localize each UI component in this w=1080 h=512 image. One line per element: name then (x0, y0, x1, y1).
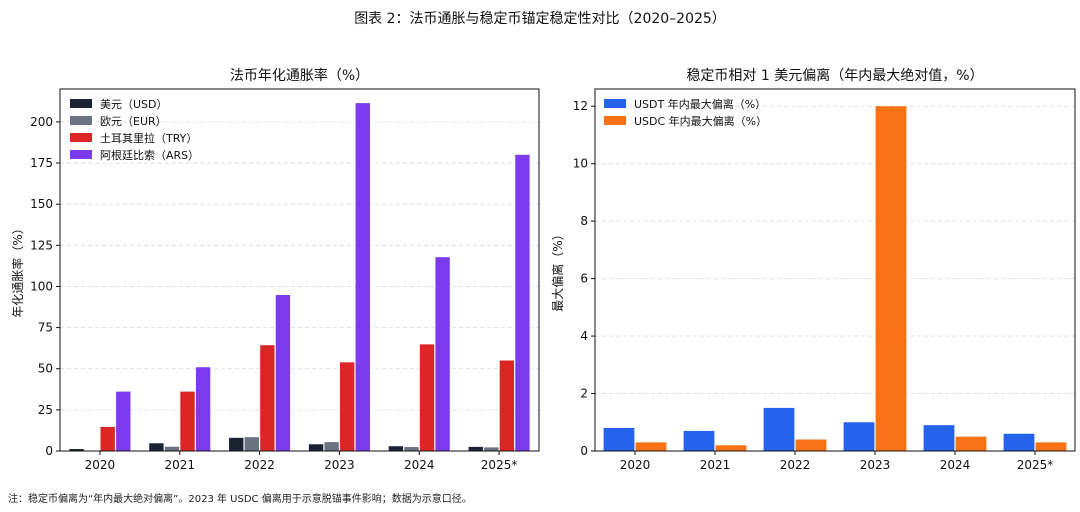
bar (1003, 433, 1035, 451)
bar (164, 446, 180, 451)
bar (843, 422, 875, 451)
x-tick-label: 2022 (244, 458, 275, 472)
bar (419, 344, 435, 451)
x-tick-label: 2022 (780, 458, 811, 472)
legend-label: 阿根廷比索（ARS） (100, 148, 199, 162)
bar (195, 367, 211, 451)
bar (763, 407, 795, 451)
bar (116, 391, 131, 451)
y-axis-label: 年化通胀率（%） (10, 222, 25, 317)
y-tick-label: 50 (38, 362, 53, 376)
x-tick-label: 2020 (620, 458, 651, 472)
legend-label: 欧元（EUR） (100, 115, 167, 128)
chart-title: 法币年化通胀率（%） (230, 67, 369, 84)
footnote: 注：稳定币偏离为“年内最大绝对偏离”。2023 年 USDC 偏离用于示意脱锚事… (8, 494, 472, 505)
x-tick-label: 2023 (860, 458, 891, 472)
bar (324, 442, 339, 451)
axes-frame (59, 88, 540, 452)
x-tick-label: 2024 (940, 458, 971, 472)
y-tick-label: 2 (580, 387, 588, 401)
bar (149, 443, 164, 451)
y-tick-label: 8 (580, 214, 588, 228)
x-tick-label: 2025* (481, 458, 518, 472)
bar (244, 437, 259, 451)
bar (229, 437, 244, 451)
y-tick-label: 75 (38, 321, 53, 335)
bar (955, 436, 987, 451)
legend-swatch (604, 116, 626, 125)
chart-title: 稳定币相对 1 美元偏离（年内最大绝对值，%） (686, 67, 983, 84)
bar (388, 446, 404, 451)
bar (923, 425, 955, 451)
legend-swatch (70, 150, 92, 159)
bar (683, 430, 715, 451)
legend-label: USDC 年内最大偏离（%） (634, 114, 767, 128)
y-axis-label: 最大偏离（%） (550, 228, 565, 311)
x-tick-label: 2021 (164, 458, 195, 472)
bar (499, 360, 515, 451)
x-tick-label: 2024 (404, 458, 435, 472)
bar (484, 447, 499, 451)
y-tick-label: 10 (573, 157, 588, 171)
legend-swatch (604, 99, 626, 108)
legend-label: 美元（USD） (100, 98, 168, 111)
y-tick-label: 175 (30, 156, 53, 170)
legend-label: 土耳其里拉（TRY） (100, 131, 197, 145)
bar (603, 428, 635, 451)
y-tick-label: 12 (573, 99, 588, 113)
x-tick-label: 2023 (324, 458, 355, 472)
bar (468, 446, 483, 451)
bar (100, 426, 115, 451)
bar (404, 447, 419, 451)
bar (715, 445, 747, 451)
legend-swatch (70, 116, 92, 125)
bar (340, 362, 355, 451)
legend-label: USDT 年内最大偏离（%） (634, 97, 766, 111)
bar (515, 154, 530, 451)
bar (1035, 442, 1067, 451)
bar (795, 439, 827, 451)
x-tick-label: 2021 (700, 458, 731, 472)
y-tick-label: 150 (30, 197, 53, 211)
y-tick-label: 0 (45, 444, 53, 458)
legend-swatch (70, 99, 92, 108)
bar (275, 295, 291, 451)
figure-title: 图表 2：法币通胀与稳定币锚定稳定性对比（2020–2025） (354, 11, 726, 27)
y-tick-label: 25 (38, 403, 53, 417)
bar (260, 345, 275, 451)
bar (180, 391, 195, 451)
bar (435, 257, 450, 451)
y-tick-label: 4 (580, 329, 588, 343)
bar (69, 449, 84, 451)
x-tick-label: 2025* (1017, 458, 1054, 472)
bar (355, 103, 370, 451)
y-tick-label: 125 (30, 238, 53, 252)
y-tick-label: 6 (580, 272, 588, 286)
y-tick-label: 200 (30, 115, 53, 129)
bar (635, 442, 667, 451)
bar (875, 106, 907, 451)
x-tick-label: 2020 (85, 458, 116, 472)
bar (308, 444, 324, 451)
y-tick-label: 0 (580, 444, 588, 458)
y-tick-label: 100 (30, 279, 53, 293)
axes-frame (594, 88, 1076, 452)
legend-swatch (70, 133, 92, 142)
